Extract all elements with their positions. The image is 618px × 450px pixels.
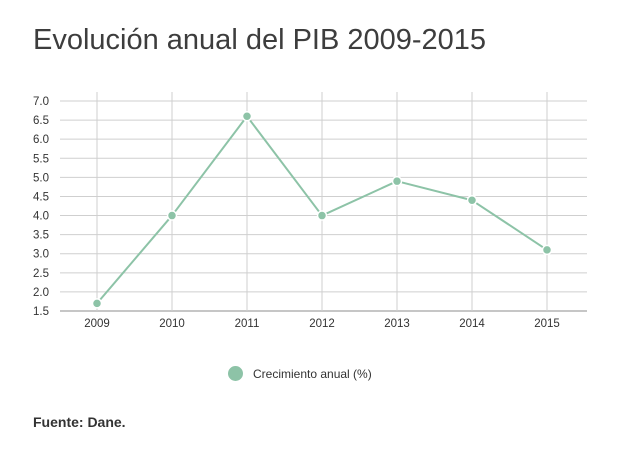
data-point[interactable] xyxy=(316,210,328,221)
source-note: Fuente: Dane. xyxy=(33,414,126,430)
y-tick-label: 1.5 xyxy=(33,306,49,318)
y-tick-label: 5.5 xyxy=(33,153,49,165)
y-tick-label: 7.0 xyxy=(33,96,49,108)
data-point[interactable] xyxy=(166,210,178,221)
y-tick-label: 6.0 xyxy=(33,134,49,146)
y-tick-label: 2.0 xyxy=(33,287,49,299)
chart-grid xyxy=(60,92,587,312)
x-tick-label: 2010 xyxy=(159,318,185,330)
y-axis-labels: 1.5 2.0 2.5 3.0 3.5 4.0 4.5 5.0 5.5 6.0 6.5 7.0 xyxy=(33,96,49,318)
x-tick-label: 2015 xyxy=(534,318,560,330)
series-layer xyxy=(91,111,553,309)
data-point[interactable] xyxy=(541,244,553,256)
y-tick-label: 6.5 xyxy=(33,115,49,127)
data-point[interactable] xyxy=(391,175,403,187)
data-point[interactable] xyxy=(241,111,253,122)
data-point[interactable] xyxy=(91,298,103,309)
y-tick-label: 4.5 xyxy=(33,191,49,203)
y-tick-label: 2.5 xyxy=(33,268,49,280)
legend-label: Crecimiento anual (%) xyxy=(253,366,372,381)
y-tick-label: 3.0 xyxy=(33,249,49,261)
x-tick-label: 2011 xyxy=(235,318,260,330)
y-tick-label: 4.0 xyxy=(33,211,49,223)
x-tick-label: 2009 xyxy=(84,318,110,330)
y-tick-label: 3.5 xyxy=(33,230,49,242)
x-tick-label: 2014 xyxy=(459,318,485,330)
x-tick-label: 2013 xyxy=(384,318,410,330)
legend: Crecimiento anual (%) xyxy=(228,366,372,381)
chart-title: Evolución anual del PIB 2009-2015 xyxy=(33,24,487,56)
x-axis-labels: 2009 2010 2011 2012 2013 2014 2015 xyxy=(84,318,560,330)
y-tick-label: 5.0 xyxy=(33,172,49,184)
data-point[interactable] xyxy=(466,195,478,206)
x-tick-label: 2012 xyxy=(309,318,335,330)
legend-swatch xyxy=(228,366,243,381)
